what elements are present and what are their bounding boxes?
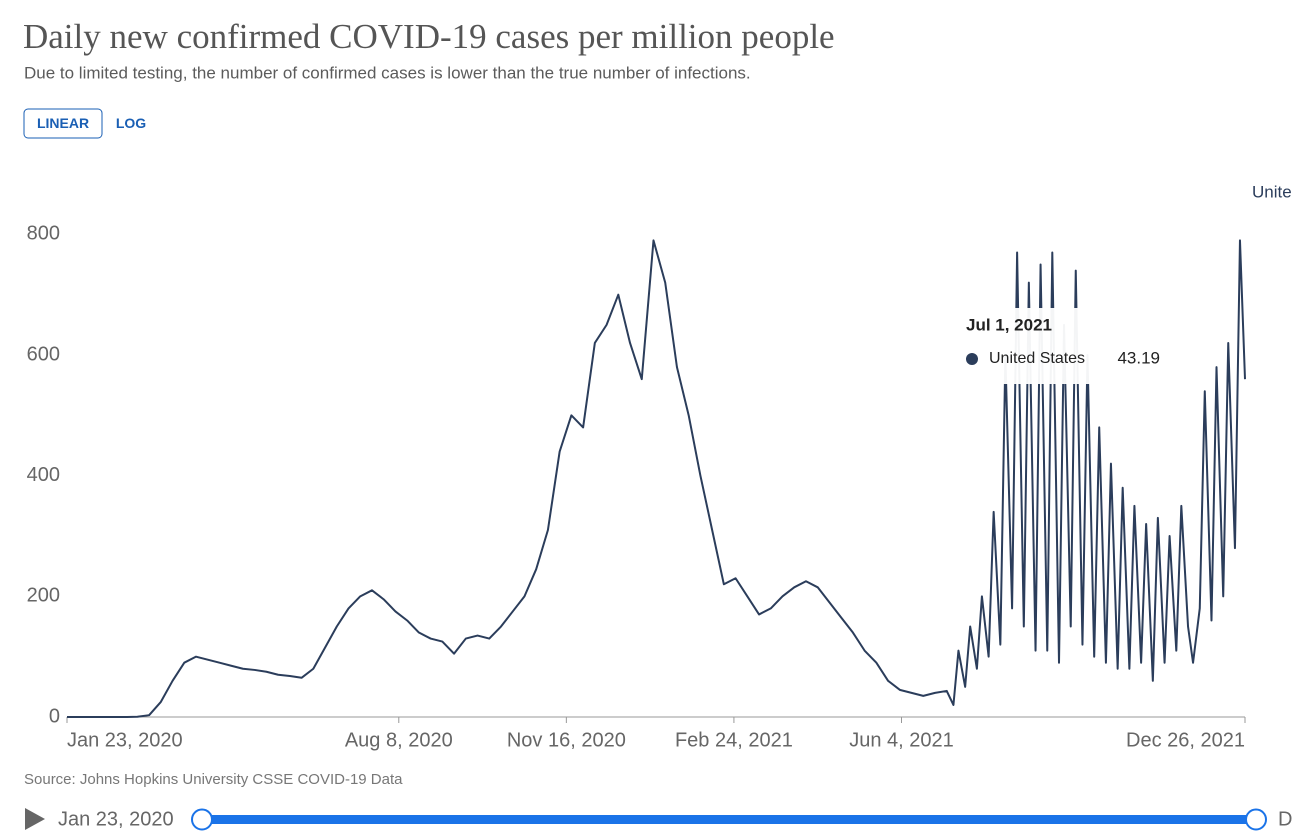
series-end-label: Unite <box>1252 182 1292 201</box>
timeline-handle[interactable] <box>191 808 213 831</box>
x-tick-label: Dec 26, 2021 <box>1126 729 1245 751</box>
x-tick-label: Jun 4, 2021 <box>849 729 954 751</box>
chart-title: Daily new confirmed COVID-19 cases per m… <box>23 17 835 56</box>
tooltip-swatch <box>966 353 978 365</box>
plot-area: 0 200 400 600 800 Jan 23, 2020 Aug 8, 2020 Nov … <box>27 182 1292 751</box>
x-tick-label: Jan 23, 2020 <box>67 729 183 751</box>
x-tick-label: Nov 16, 2020 <box>507 729 626 751</box>
tooltip: Jul 1, 2021 United States 43.19 <box>956 308 1176 384</box>
y-tick-label: 800 <box>27 223 60 245</box>
y-tick-label: 0 <box>49 705 60 727</box>
tooltip-series: United States <box>989 350 1085 367</box>
linear-button[interactable] <box>23 108 103 139</box>
timeline-track <box>202 815 1256 824</box>
chart-subtitle: Due to limited testing, the number of co… <box>24 63 751 82</box>
play-button[interactable] <box>25 808 45 830</box>
source: Source: Johns Hopkins University CSSE CO… <box>24 771 403 788</box>
y-tick-label: 200 <box>27 585 60 607</box>
log-button-label[interactable]: LOG <box>116 115 146 131</box>
timeline-handle[interactable] <box>1245 808 1267 831</box>
series-line <box>67 239 1246 718</box>
y-tick-label: 600 <box>27 343 60 365</box>
tooltip-date: Jul 1, 2021 <box>966 315 1052 334</box>
x-tick-label: Feb 24, 2021 <box>675 729 793 751</box>
tooltip-box <box>956 308 1176 384</box>
linear-button-label[interactable]: LINEAR <box>37 115 89 131</box>
tooltip-value: 43.19 <box>1117 348 1160 367</box>
timeline-end: D <box>1278 808 1292 830</box>
timeline-start: Jan 23, 2020 <box>58 808 174 830</box>
y-tick-label: 400 <box>27 464 60 486</box>
x-tick-label: Aug 8, 2020 <box>345 729 453 751</box>
